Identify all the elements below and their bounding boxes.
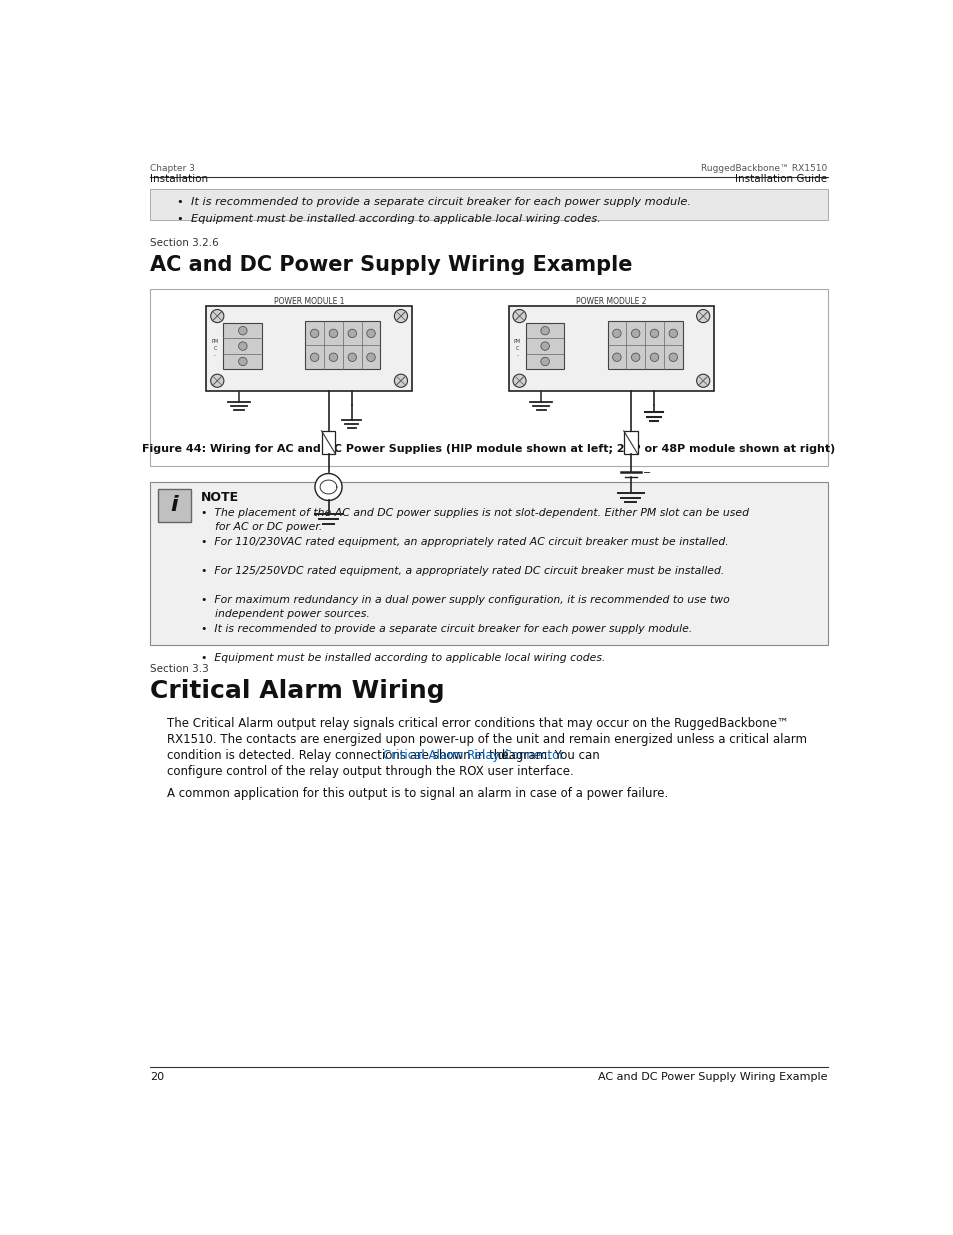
Circle shape: [314, 473, 342, 500]
Text: POWER MODULE 2: POWER MODULE 2: [576, 296, 646, 306]
Text: i: i: [171, 495, 178, 515]
Text: •  The placement of the AC and DC power supplies is not slot-dependent. Either P: • The placement of the AC and DC power s…: [200, 508, 748, 517]
Circle shape: [238, 326, 247, 335]
Circle shape: [329, 330, 337, 337]
Text: Installation Guide: Installation Guide: [735, 174, 827, 184]
Text: RX1510. The contacts are energized upon power-up of the unit and remain energize: RX1510. The contacts are energized upon …: [167, 734, 806, 746]
Bar: [150, 289, 827, 466]
Text: for AC or DC power.: for AC or DC power.: [200, 522, 322, 532]
Circle shape: [540, 342, 549, 351]
Circle shape: [238, 342, 247, 351]
Circle shape: [394, 310, 407, 322]
Circle shape: [211, 310, 224, 322]
Text: Installation: Installation: [150, 174, 208, 184]
Text: A common application for this output is to signal an alarm in case of a power fa: A common application for this output is …: [167, 787, 668, 799]
Text: condition is detected. Relay connections are shown in the: condition is detected. Relay connections…: [167, 748, 512, 762]
Text: NOTE: NOTE: [200, 490, 238, 504]
Text: Chapter 3: Chapter 3: [150, 164, 195, 173]
Text: •  For maximum redundancy in a dual power supply configuration, it is recommende: • For maximum redundancy in a dual power…: [200, 595, 729, 605]
Text: PM
C
-: PM C -: [513, 338, 520, 358]
Text: AC and DC Power Supply Wiring Example: AC and DC Power Supply Wiring Example: [150, 256, 632, 275]
Text: The Critical Alarm output relay signals critical error conditions that may occur: The Critical Alarm output relay signals …: [167, 718, 788, 730]
Circle shape: [540, 357, 549, 366]
Circle shape: [696, 310, 709, 322]
Bar: [607, 321, 682, 369]
Text: •  For 110/230VAC rated equipment, an appropriately rated AC circuit breaker mus: • For 110/230VAC rated equipment, an app…: [200, 537, 727, 547]
Bar: [508, 306, 713, 390]
Text: •  It is recommended to provide a separate circuit breaker for each power supply: • It is recommended to provide a separat…: [200, 624, 691, 634]
Circle shape: [631, 353, 639, 362]
Circle shape: [211, 374, 224, 388]
Circle shape: [348, 353, 356, 362]
Text: AC and DC Power Supply Wiring Example: AC and DC Power Supply Wiring Example: [598, 1072, 827, 1082]
Text: PM
C
-: PM C -: [212, 338, 218, 358]
Circle shape: [612, 353, 620, 362]
Bar: [206, 306, 412, 390]
Circle shape: [612, 330, 620, 337]
Circle shape: [696, 374, 709, 388]
Bar: [321, 431, 335, 454]
Text: Critical Alarm Relay Connector: Critical Alarm Relay Connector: [382, 748, 563, 762]
Bar: [623, 431, 637, 454]
Circle shape: [366, 330, 375, 337]
Circle shape: [540, 326, 549, 335]
Circle shape: [650, 353, 659, 362]
Circle shape: [329, 353, 337, 362]
Circle shape: [668, 330, 677, 337]
Bar: [525, 324, 564, 369]
Circle shape: [668, 353, 677, 362]
Circle shape: [513, 310, 525, 322]
Circle shape: [513, 374, 525, 388]
Bar: [158, 489, 191, 521]
Text: •  It is recommended to provide a separate circuit breaker for each power supply: • It is recommended to provide a separat…: [177, 196, 691, 206]
Text: Critical Alarm Wiring: Critical Alarm Wiring: [150, 679, 444, 703]
Bar: [305, 321, 380, 369]
Text: independent power sources.: independent power sources.: [200, 609, 369, 620]
Text: diagram. You can: diagram. You can: [494, 748, 599, 762]
Text: configure control of the relay output through the ROX user interface.: configure control of the relay output th…: [167, 764, 574, 778]
Circle shape: [650, 330, 659, 337]
Bar: [150, 189, 827, 220]
Circle shape: [348, 330, 356, 337]
Bar: [223, 324, 262, 369]
Circle shape: [394, 374, 407, 388]
Circle shape: [310, 330, 318, 337]
Text: •  For 125/250VDC rated equipment, a appropriately rated DC circuit breaker must: • For 125/250VDC rated equipment, a appr…: [200, 566, 723, 576]
Circle shape: [238, 357, 247, 366]
Text: •  Equipment must be installed according to applicable local wiring codes.: • Equipment must be installed according …: [200, 652, 604, 663]
Text: RuggedBackbone™ RX1510: RuggedBackbone™ RX1510: [700, 164, 827, 173]
Text: 20: 20: [150, 1072, 164, 1082]
Text: POWER MODULE 1: POWER MODULE 1: [274, 296, 344, 306]
Text: −: −: [642, 468, 651, 478]
Text: Section 3.2.6: Section 3.2.6: [150, 238, 219, 248]
Text: •  Equipment must be installed according to applicable local wiring codes.: • Equipment must be installed according …: [177, 214, 600, 224]
Text: Section 3.3: Section 3.3: [150, 664, 209, 674]
Bar: [150, 482, 827, 645]
Circle shape: [631, 330, 639, 337]
Text: Figure 44: Wiring for AC and DC Power Supplies (HIP module shown at left; 24P or: Figure 44: Wiring for AC and DC Power Su…: [142, 443, 835, 454]
Circle shape: [366, 353, 375, 362]
Circle shape: [310, 353, 318, 362]
